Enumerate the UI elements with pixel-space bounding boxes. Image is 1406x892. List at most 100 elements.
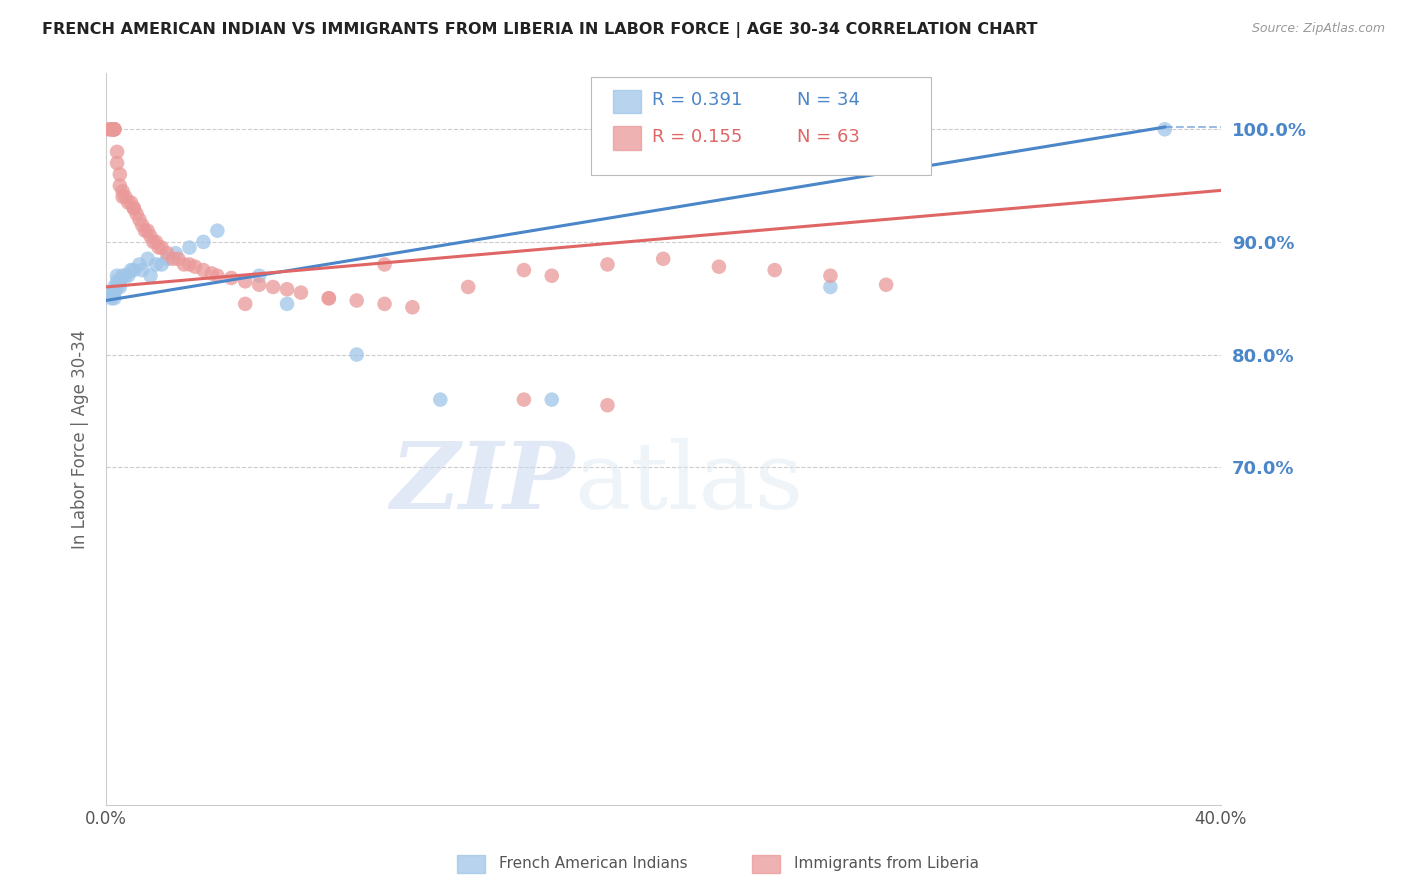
Point bbox=[108, 274, 131, 288]
Text: N = 63: N = 63 bbox=[797, 128, 860, 145]
Point bbox=[125, 207, 148, 221]
Point bbox=[131, 218, 153, 232]
Point bbox=[179, 257, 201, 271]
Point bbox=[540, 392, 562, 407]
Point bbox=[247, 277, 270, 292]
Point bbox=[429, 392, 451, 407]
Point bbox=[148, 241, 170, 255]
Point bbox=[139, 268, 162, 283]
Point bbox=[139, 229, 162, 244]
Point bbox=[100, 285, 122, 300]
Point bbox=[540, 268, 562, 283]
Point bbox=[276, 282, 298, 296]
Point bbox=[346, 347, 368, 361]
Point bbox=[457, 280, 479, 294]
Text: Source: ZipAtlas.com: Source: ZipAtlas.com bbox=[1251, 22, 1385, 36]
Point bbox=[318, 291, 340, 305]
Text: R = 0.391: R = 0.391 bbox=[652, 91, 742, 109]
Point bbox=[193, 263, 215, 277]
Point bbox=[103, 285, 125, 300]
Point bbox=[763, 263, 786, 277]
Point bbox=[136, 252, 159, 266]
Point bbox=[233, 274, 256, 288]
Point bbox=[318, 291, 340, 305]
Text: atlas: atlas bbox=[574, 438, 803, 528]
Point bbox=[103, 291, 125, 305]
Point bbox=[221, 271, 243, 285]
Point bbox=[262, 280, 284, 294]
Point bbox=[276, 297, 298, 311]
Text: R = 0.155: R = 0.155 bbox=[652, 128, 742, 145]
Point bbox=[122, 263, 145, 277]
Point bbox=[247, 268, 270, 283]
Point bbox=[111, 190, 134, 204]
Point bbox=[100, 122, 122, 136]
Point bbox=[150, 257, 173, 271]
Point bbox=[120, 263, 142, 277]
Point bbox=[167, 252, 190, 266]
Point bbox=[346, 293, 368, 308]
Point bbox=[117, 268, 139, 283]
Point bbox=[108, 167, 131, 181]
Point bbox=[105, 156, 128, 170]
Point bbox=[111, 184, 134, 198]
Point bbox=[596, 398, 619, 412]
Point bbox=[128, 212, 150, 227]
Point bbox=[120, 195, 142, 210]
Point bbox=[100, 122, 122, 136]
Point bbox=[150, 241, 173, 255]
Point bbox=[134, 224, 156, 238]
Point bbox=[513, 392, 536, 407]
Point bbox=[108, 280, 131, 294]
Point bbox=[105, 274, 128, 288]
Text: FRENCH AMERICAN INDIAN VS IMMIGRANTS FROM LIBERIA IN LABOR FORCE | AGE 30-34 COR: FRENCH AMERICAN INDIAN VS IMMIGRANTS FRO… bbox=[42, 22, 1038, 38]
Point bbox=[103, 280, 125, 294]
Point bbox=[207, 224, 229, 238]
Point bbox=[875, 277, 897, 292]
Bar bbox=[613, 90, 641, 113]
Point bbox=[156, 246, 179, 260]
Point bbox=[401, 300, 423, 314]
Point bbox=[165, 246, 187, 260]
Point bbox=[707, 260, 730, 274]
Point bbox=[100, 122, 122, 136]
Text: French American Indians: French American Indians bbox=[499, 856, 688, 871]
Point bbox=[142, 235, 165, 249]
Point bbox=[108, 178, 131, 193]
Point bbox=[201, 267, 224, 281]
Point bbox=[156, 252, 179, 266]
Point bbox=[114, 190, 136, 204]
Point bbox=[145, 235, 167, 249]
Point bbox=[131, 263, 153, 277]
Point bbox=[162, 252, 184, 266]
Point bbox=[105, 145, 128, 159]
Point bbox=[513, 263, 536, 277]
Point bbox=[179, 241, 201, 255]
Point bbox=[145, 257, 167, 271]
Point bbox=[117, 195, 139, 210]
Point bbox=[136, 224, 159, 238]
Point bbox=[173, 257, 195, 271]
Point bbox=[652, 252, 675, 266]
Text: N = 34: N = 34 bbox=[797, 91, 860, 109]
Point bbox=[290, 285, 312, 300]
Text: Immigrants from Liberia: Immigrants from Liberia bbox=[794, 856, 980, 871]
Point bbox=[100, 291, 122, 305]
Bar bbox=[613, 127, 641, 150]
Point bbox=[820, 280, 842, 294]
Point bbox=[103, 122, 125, 136]
FancyBboxPatch shape bbox=[591, 77, 931, 176]
Point bbox=[820, 268, 842, 283]
Point bbox=[114, 268, 136, 283]
Point bbox=[193, 235, 215, 249]
Point bbox=[128, 257, 150, 271]
Point bbox=[97, 122, 120, 136]
Point bbox=[122, 201, 145, 215]
Point bbox=[184, 260, 207, 274]
Point bbox=[374, 297, 396, 311]
Point bbox=[111, 268, 134, 283]
Point bbox=[105, 268, 128, 283]
Point bbox=[596, 257, 619, 271]
Point bbox=[1153, 122, 1175, 136]
Point bbox=[233, 297, 256, 311]
